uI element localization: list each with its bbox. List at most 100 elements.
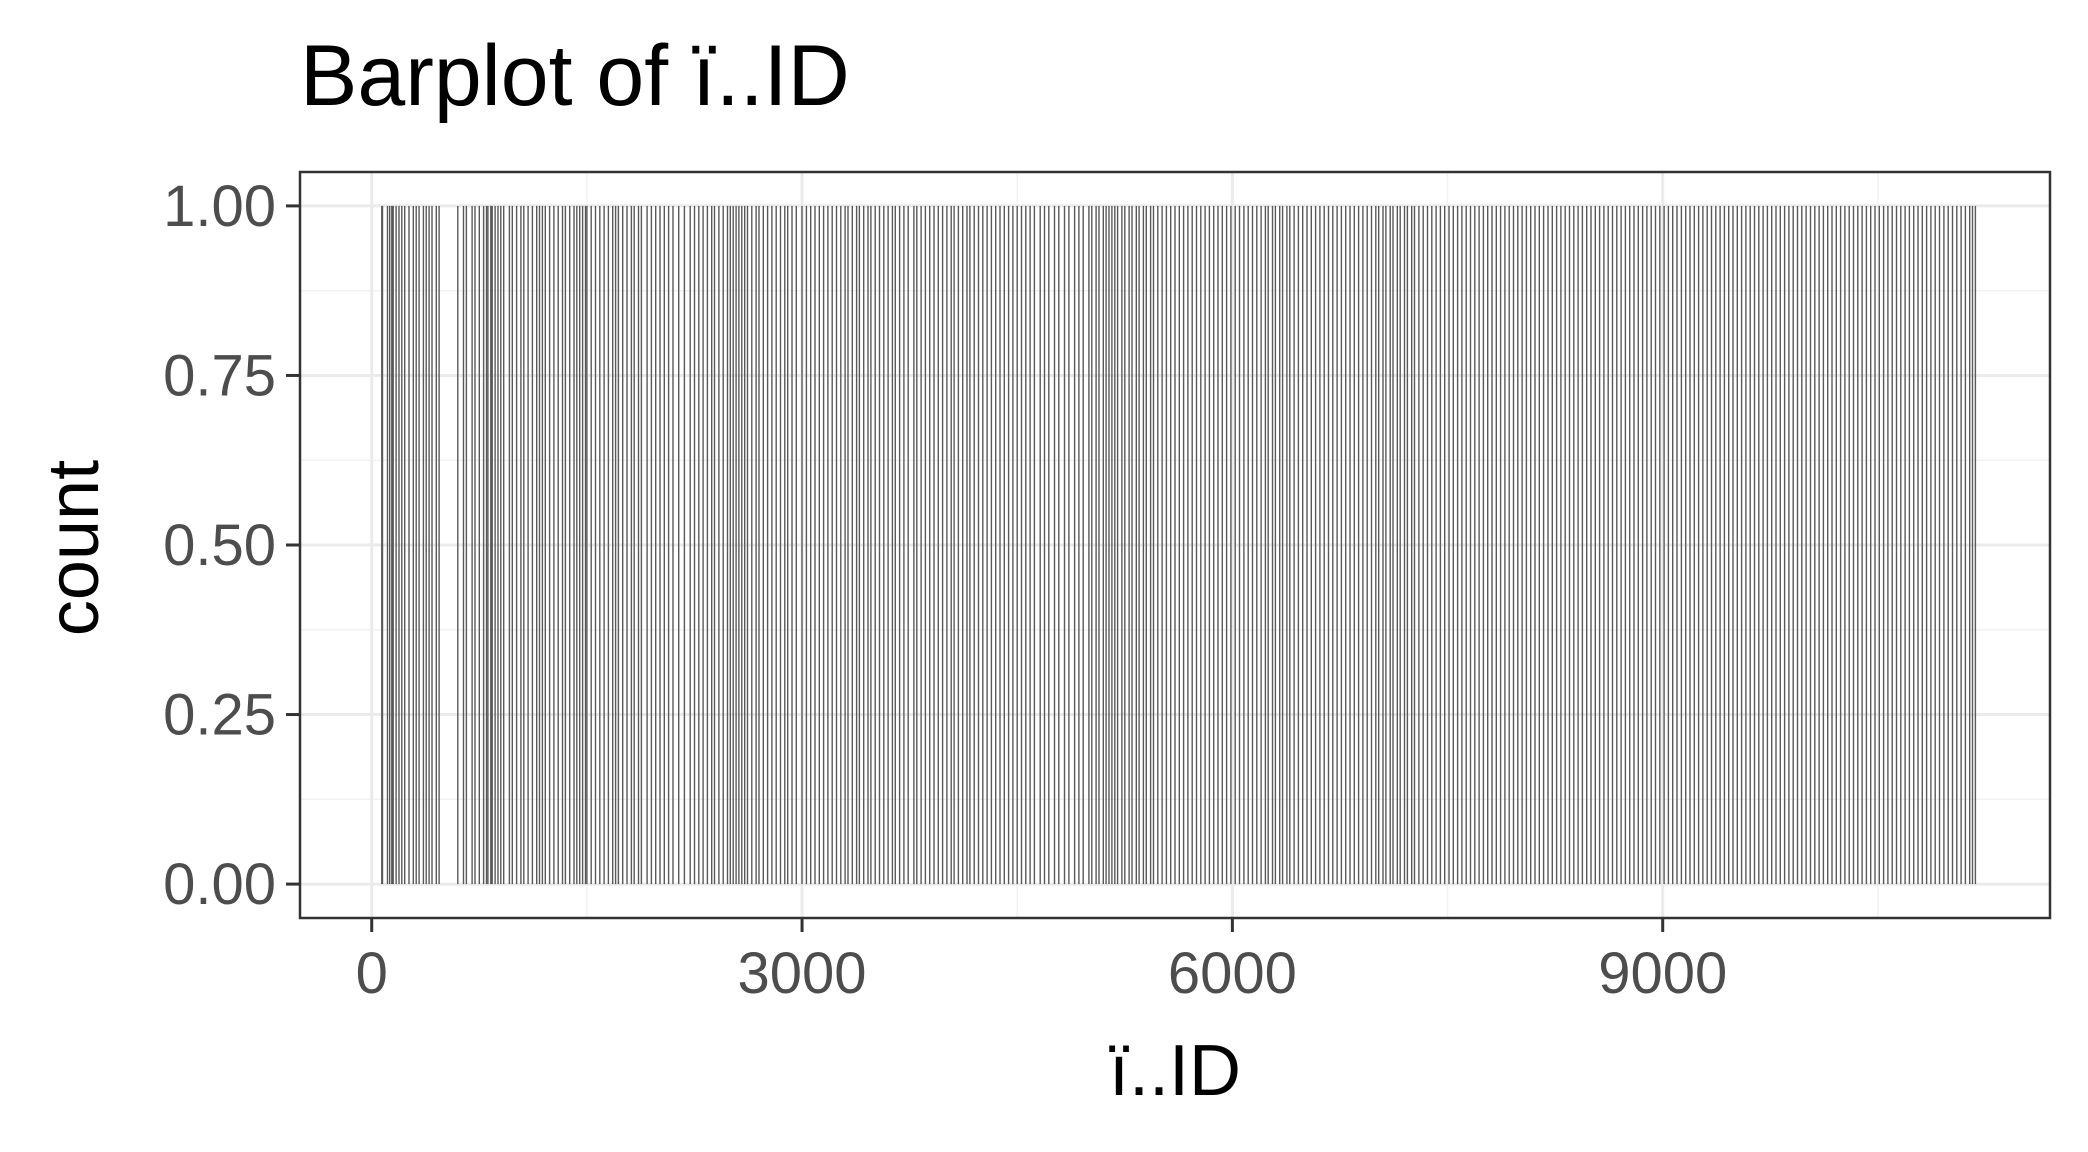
bar bbox=[1839, 205, 1842, 885]
bar bbox=[541, 205, 544, 885]
bar bbox=[738, 205, 740, 885]
bar bbox=[1435, 205, 1437, 885]
bar bbox=[622, 205, 624, 885]
bar bbox=[1152, 205, 1155, 885]
bar bbox=[1534, 205, 1536, 885]
bar bbox=[1913, 205, 1915, 885]
bar bbox=[1573, 205, 1575, 885]
bar bbox=[1521, 205, 1523, 885]
bar bbox=[1715, 205, 1717, 885]
bar bbox=[1805, 205, 1807, 885]
bar bbox=[1319, 205, 1321, 885]
bar bbox=[1822, 205, 1825, 885]
bar bbox=[1491, 205, 1493, 885]
bar bbox=[1007, 205, 1010, 885]
bar bbox=[527, 205, 529, 885]
bar bbox=[1230, 205, 1232, 885]
bar bbox=[1366, 205, 1368, 885]
bar bbox=[557, 205, 559, 885]
bar bbox=[1016, 205, 1018, 885]
bar bbox=[683, 205, 686, 885]
bar bbox=[1243, 205, 1245, 885]
bar bbox=[490, 205, 492, 885]
bar bbox=[1581, 205, 1584, 885]
bar bbox=[1654, 205, 1657, 885]
bar bbox=[1012, 205, 1014, 885]
bar bbox=[953, 205, 955, 885]
bar bbox=[655, 205, 657, 885]
bar bbox=[1302, 205, 1304, 885]
bar bbox=[520, 205, 522, 885]
bar bbox=[474, 205, 476, 885]
bar bbox=[573, 205, 575, 885]
bar bbox=[1848, 205, 1850, 885]
bar bbox=[920, 205, 922, 885]
bar bbox=[1165, 205, 1168, 885]
bar bbox=[1048, 205, 1050, 885]
bar bbox=[1517, 205, 1519, 885]
bar bbox=[1809, 205, 1812, 885]
bar bbox=[1676, 205, 1678, 885]
bar bbox=[1857, 205, 1859, 885]
bar bbox=[999, 205, 1001, 885]
bar bbox=[1512, 205, 1515, 885]
bar bbox=[751, 205, 753, 885]
bar bbox=[494, 205, 496, 885]
bar bbox=[1161, 205, 1163, 885]
bar bbox=[1469, 205, 1472, 885]
bar bbox=[1286, 205, 1288, 885]
bar bbox=[536, 205, 538, 885]
bar bbox=[847, 205, 849, 885]
bar bbox=[503, 205, 505, 885]
bar bbox=[1378, 205, 1380, 885]
bar bbox=[1135, 205, 1137, 885]
bar bbox=[784, 205, 786, 885]
bar bbox=[1439, 205, 1442, 885]
bar bbox=[1900, 205, 1902, 885]
bar bbox=[1157, 205, 1159, 885]
bar bbox=[579, 205, 581, 885]
bar bbox=[1508, 205, 1510, 885]
bar bbox=[1345, 205, 1347, 885]
bar bbox=[511, 205, 513, 885]
bar bbox=[1362, 205, 1364, 885]
bar bbox=[729, 205, 731, 885]
bar bbox=[1281, 205, 1284, 885]
bar bbox=[1620, 205, 1622, 885]
bar bbox=[762, 205, 764, 885]
bar bbox=[894, 205, 896, 885]
bar bbox=[607, 205, 610, 885]
bar bbox=[1170, 205, 1172, 885]
bar bbox=[1406, 205, 1409, 885]
bar bbox=[1289, 205, 1291, 885]
bar bbox=[1971, 205, 1974, 885]
bar bbox=[732, 205, 734, 885]
bar bbox=[1603, 205, 1605, 885]
bar bbox=[1865, 205, 1868, 885]
bar bbox=[663, 205, 665, 885]
bar bbox=[1753, 205, 1756, 885]
bar bbox=[1448, 205, 1450, 885]
bar bbox=[702, 205, 704, 885]
bar bbox=[1974, 205, 1977, 885]
bar bbox=[1145, 205, 1147, 885]
bar bbox=[1293, 205, 1295, 885]
bar bbox=[1149, 205, 1152, 885]
bar bbox=[689, 205, 691, 885]
bar bbox=[1267, 205, 1269, 885]
bar bbox=[1238, 205, 1241, 885]
bar bbox=[713, 205, 716, 885]
bar bbox=[1251, 205, 1254, 885]
bar bbox=[1217, 205, 1219, 885]
bar bbox=[465, 205, 468, 885]
bar bbox=[1029, 205, 1031, 885]
y-tick-label: 1.00 bbox=[163, 174, 276, 239]
bar bbox=[1525, 205, 1528, 885]
bar bbox=[1947, 205, 1949, 885]
bar bbox=[818, 205, 820, 885]
bar bbox=[1835, 205, 1837, 885]
bar bbox=[564, 205, 567, 885]
bar bbox=[425, 205, 427, 885]
bar bbox=[408, 205, 410, 885]
bar bbox=[1195, 205, 1198, 885]
